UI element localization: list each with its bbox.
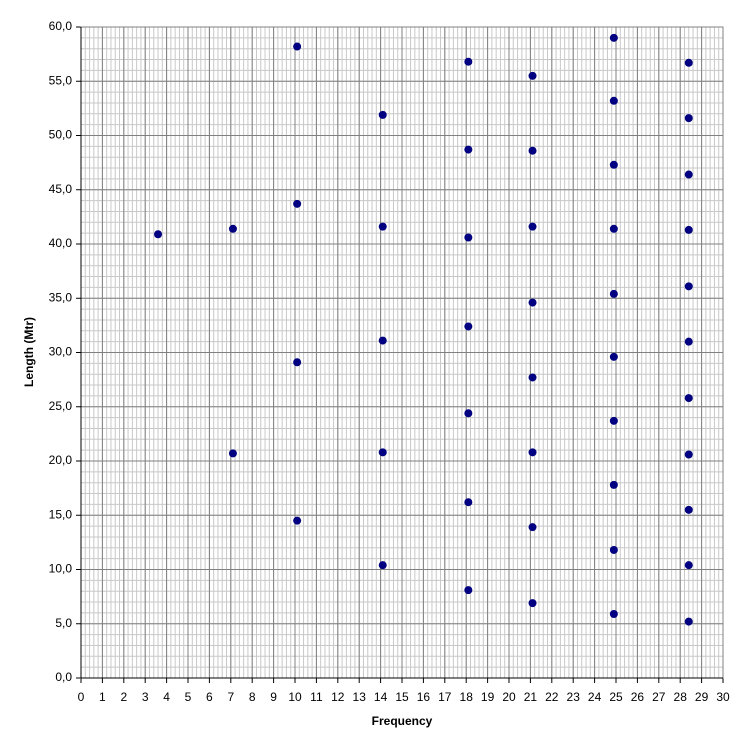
point (378, 448, 387, 457)
point (464, 145, 473, 154)
point (528, 599, 537, 608)
x-tick-label: 10 (288, 690, 302, 704)
point (528, 373, 537, 382)
y-tick-label: 40,0 (49, 236, 73, 250)
point (684, 561, 693, 570)
x-tick-label: 26 (631, 690, 645, 704)
point (528, 298, 537, 307)
x-tick-label: 19 (481, 690, 495, 704)
point (684, 225, 693, 234)
y-tick-label: 45,0 (49, 182, 73, 196)
x-tick-label: 13 (353, 690, 367, 704)
point (684, 617, 693, 626)
point (464, 498, 473, 507)
x-tick-label: 12 (331, 690, 345, 704)
x-tick-label: 20 (502, 690, 516, 704)
x-tick-label: 15 (395, 690, 409, 704)
point (293, 358, 302, 367)
point (609, 352, 618, 361)
y-axis-title: Length (Mtr) (22, 317, 36, 387)
x-tick-label: 28 (674, 690, 688, 704)
point (464, 57, 473, 66)
x-tick-label: 16 (417, 690, 431, 704)
point (684, 337, 693, 346)
point (609, 545, 618, 554)
x-tick-label: 14 (374, 690, 388, 704)
x-tick-label: 11 (310, 690, 323, 704)
x-tick-label: 25 (609, 690, 623, 704)
y-tick-label: 60,0 (49, 19, 73, 33)
x-tick-label: 8 (249, 690, 256, 704)
point (684, 394, 693, 403)
x-tick-label: 27 (652, 690, 666, 704)
x-tick-label: 1 (99, 690, 106, 704)
x-tick-label: 18 (460, 690, 474, 704)
x-tick-label: 23 (567, 690, 581, 704)
point (464, 322, 473, 331)
point (464, 586, 473, 595)
point (609, 609, 618, 618)
point (293, 199, 302, 208)
x-tick-label: 30 (716, 690, 730, 704)
x-tick-label: 22 (545, 690, 559, 704)
x-tick-label: 9 (270, 690, 277, 704)
point (684, 450, 693, 459)
point (609, 33, 618, 42)
point (684, 58, 693, 67)
point (528, 222, 537, 231)
x-tick-label: 17 (438, 690, 452, 704)
point (464, 233, 473, 242)
point (609, 96, 618, 105)
point (609, 224, 618, 233)
point (684, 170, 693, 179)
point (378, 561, 387, 570)
y-tick-label: 15,0 (49, 507, 73, 521)
point (684, 505, 693, 514)
point (528, 146, 537, 155)
point (684, 282, 693, 291)
y-tick-label: 30,0 (49, 345, 73, 359)
point (609, 289, 618, 298)
x-tick-label: 0 (78, 690, 85, 704)
point (154, 230, 163, 239)
x-tick-label: 2 (120, 690, 127, 704)
x-tick-label: 6 (206, 690, 213, 704)
y-tick-label: 25,0 (49, 399, 73, 413)
point (228, 224, 237, 233)
point (609, 480, 618, 489)
point (378, 336, 387, 345)
y-tick-label: 55,0 (49, 73, 73, 87)
y-tick-label: 20,0 (49, 453, 73, 467)
y-tick-label: 5,0 (55, 616, 72, 630)
x-tick-label: 7 (227, 690, 234, 704)
point (228, 449, 237, 458)
point (528, 523, 537, 532)
y-tick-label: 0,0 (55, 670, 72, 684)
y-tick-label: 10,0 (49, 562, 73, 576)
point (378, 222, 387, 231)
x-tick-label: 21 (524, 690, 538, 704)
y-tick-label: 50,0 (49, 128, 73, 142)
point (293, 42, 302, 51)
point (609, 416, 618, 425)
point (464, 409, 473, 418)
point (528, 448, 537, 457)
x-tick-label: 5 (185, 690, 192, 704)
point (684, 114, 693, 123)
x-tick-label: 29 (695, 690, 709, 704)
x-tick-label: 4 (163, 690, 170, 704)
point (293, 516, 302, 525)
x-axis-title: Frequency (372, 714, 433, 728)
point (378, 110, 387, 119)
x-tick-label: 3 (142, 690, 149, 704)
point (528, 71, 537, 80)
point (609, 160, 618, 169)
x-tick-label: 24 (588, 690, 602, 704)
y-tick-label: 35,0 (49, 290, 73, 304)
